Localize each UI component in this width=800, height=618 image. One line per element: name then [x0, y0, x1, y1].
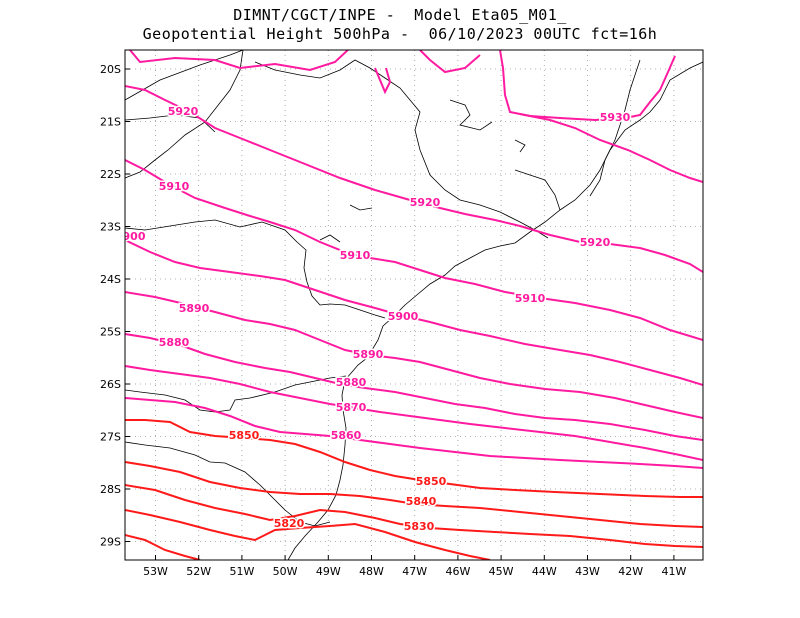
label-5850: 5850 [416, 475, 447, 488]
y-tick-label: 24S [100, 273, 121, 286]
x-tick-label: 51W [229, 565, 254, 578]
label-5920: 5920 [410, 196, 441, 209]
geopotential-contours [125, 50, 703, 560]
x-tick-label: 47W [402, 565, 427, 578]
contour-5830 [125, 484, 703, 548]
label-5930: 5930 [600, 111, 631, 124]
state-border-sc-rs [125, 441, 331, 527]
state-border-sp-pr [125, 219, 386, 319]
y-tick-label: 28S [100, 483, 121, 496]
contour-5910 [125, 159, 703, 341]
label-5890: 5890 [179, 302, 210, 315]
label-5910: 5910 [159, 180, 190, 193]
label-5910: 5910 [515, 292, 546, 305]
axis-ticks [125, 68, 675, 560]
label-900: 900 [123, 230, 146, 243]
y-tick-label: 27S [100, 431, 121, 444]
x-tick-label: 49W [316, 565, 341, 578]
label-5920: 5920 [580, 236, 611, 249]
label-5900: 5900 [388, 310, 419, 323]
label-5880: 5880 [159, 336, 190, 349]
chart-title-line-2: Geopotential Height 500hPa - 06/10/2023 … [142, 25, 658, 43]
y-tick-label: 21S [100, 116, 121, 129]
y-tick-label: 22S [100, 168, 121, 181]
x-tick-label: 41W [661, 565, 686, 578]
x-tick-label: 48W [359, 565, 384, 578]
label-5920: 5920 [168, 105, 199, 118]
coastline [287, 61, 703, 560]
x-tick-label: 45W [489, 565, 514, 578]
x-tick-label: 42W [618, 565, 643, 578]
chart-title-line-1: DIMNT/CGCT/INPE - Model Eta05_M01_ [233, 6, 567, 24]
contour-5900 [125, 239, 703, 386]
x-tick-label: 44W [532, 565, 557, 578]
longitude-labels: 53W 52W 51W 50W 49W 48W 47W 46W 45W 44W 43W 42W 41W [143, 565, 686, 578]
label-5890: 5890 [353, 348, 384, 361]
y-tick-label: 20S [100, 63, 121, 76]
x-tick-label: 52W [186, 565, 211, 578]
contour-5860 [125, 397, 703, 469]
contour-labels: 5930 5920 5920 5920 5920 5910 5910 5910 … [123, 104, 632, 535]
label-5880: 5880 [336, 376, 367, 389]
label-5830: 5830 [404, 520, 435, 533]
contour-5820 [125, 509, 491, 560]
contour-5920 [125, 67, 703, 273]
label-5820: 5820 [274, 517, 305, 530]
contour-5890 [125, 291, 703, 419]
contour-5840 [125, 461, 703, 528]
label-5840: 5840 [406, 495, 437, 508]
state-border-sp-mg [125, 50, 549, 239]
x-tick-label: 43W [575, 565, 600, 578]
contour-5850 [125, 419, 703, 498]
plot-frame [124, 49, 704, 561]
contour-5930 [129, 50, 676, 122]
map-boundaries [125, 50, 703, 560]
x-tick-label: 50W [273, 565, 298, 578]
label-5850: 5850 [229, 429, 260, 442]
contour-5870 [125, 365, 703, 461]
state-border-mg-es-rj [514, 59, 641, 211]
contour-5880 [125, 333, 703, 441]
x-tick-label: 46W [445, 565, 470, 578]
label-5870: 5870 [336, 401, 367, 414]
label-5860: 5860 [331, 429, 362, 442]
state-border-ms [125, 50, 244, 101]
latitude-labels: 20S 21S 22S 23S 24S 25S 26S 27S 28S 29S [100, 63, 121, 549]
y-tick-label: 29S [100, 536, 121, 549]
y-tick-label: 25S [100, 326, 121, 339]
state-border-pr-sc [125, 375, 347, 413]
x-tick-label: 53W [143, 565, 168, 578]
lakes [319, 99, 526, 243]
contour-5810 [125, 534, 201, 560]
label-5910: 5910 [340, 249, 371, 262]
y-tick-label: 26S [100, 378, 121, 391]
y-tick-label: 23S [100, 221, 121, 234]
